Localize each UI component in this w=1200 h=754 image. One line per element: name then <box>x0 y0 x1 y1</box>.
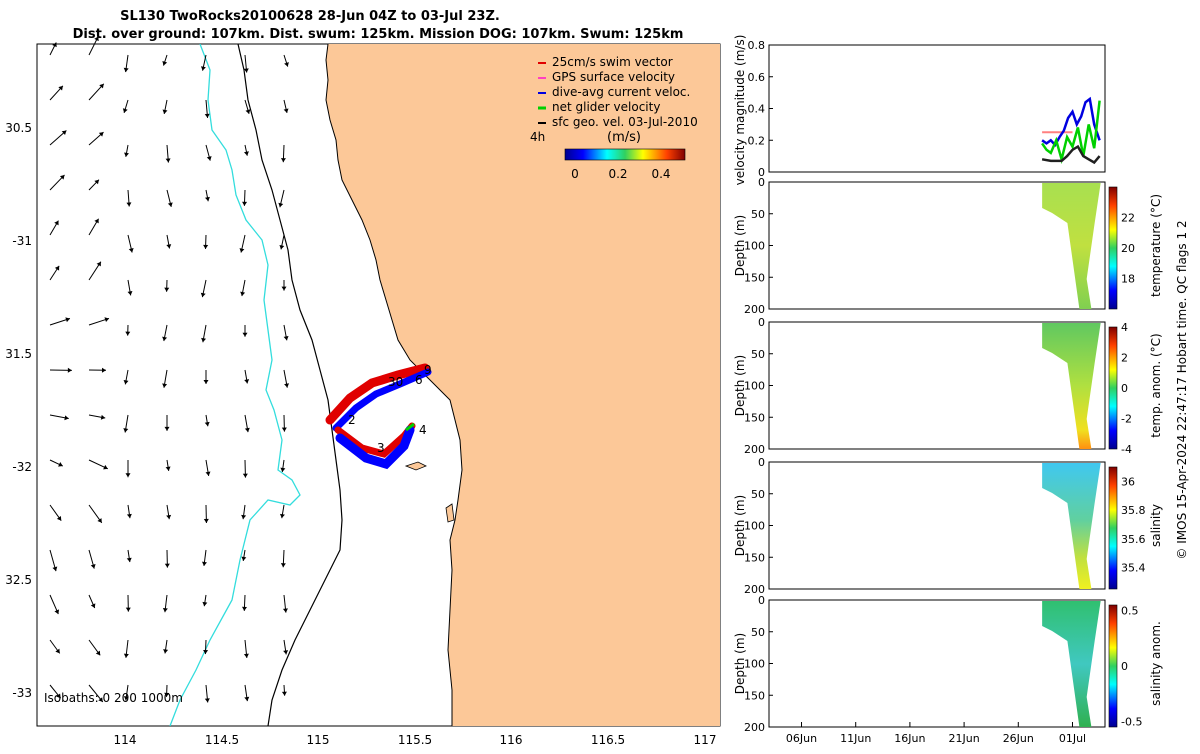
colorbar-label: salinity anom. <box>1149 621 1163 706</box>
velocity-ylabel: velocity magnitude (m/s) <box>733 35 747 186</box>
legend-label: net glider velocity <box>552 100 660 114</box>
track-label-6: 6 <box>415 373 423 387</box>
depth-tick-label: 50 <box>751 488 765 501</box>
colorbar-tick-label: 4 <box>1121 321 1128 334</box>
date-tick-label: 06Jun <box>786 732 817 745</box>
colorbar-tick-label: 35.8 <box>1121 504 1146 517</box>
track-label-9: 9 <box>424 363 432 377</box>
section-colorbar <box>1109 327 1117 449</box>
section-ylabel: Depth (m) <box>733 355 747 416</box>
velocity-ytick-label: 0.6 <box>748 71 766 84</box>
colorbar-tick-label: 36 <box>1121 475 1135 488</box>
colorbar-tick-label: 18 <box>1121 273 1135 286</box>
legend-label: 25cm/s swim vector <box>552 55 673 69</box>
depth-tick-label: 0 <box>758 176 765 189</box>
lon-tick: 114 <box>114 733 137 747</box>
colorbar-tick-label: 20 <box>1121 242 1135 255</box>
velocity-frame <box>769 45 1105 172</box>
depth-tick-label: 100 <box>744 520 765 533</box>
section-colorbar <box>1109 467 1117 589</box>
lat-tick: -33 <box>12 686 32 700</box>
legend-label: sfc geo. vel. 03-Jul-2010 <box>552 115 698 129</box>
depth-tick-label: 50 <box>751 208 765 221</box>
map-colorbar-tick: 0 <box>571 167 579 181</box>
colorbar-tick-label: 0 <box>1121 382 1128 395</box>
colorbar-tick-label: 0.5 <box>1121 605 1139 618</box>
lon-tick: 114.5 <box>205 733 239 747</box>
depth-tick-label: 0 <box>758 316 765 329</box>
velocity-ytick-label: 0.8 <box>748 39 766 52</box>
depth-tick-label: 150 <box>744 411 765 424</box>
map-colorbar <box>565 149 685 160</box>
lat-tick: 31.5 <box>5 347 32 361</box>
lon-tick: 117 <box>694 733 717 747</box>
lon-tick: 115 <box>307 733 330 747</box>
track-label-30: 30 <box>388 375 403 389</box>
colorbar-tick-label: 22 <box>1121 212 1135 225</box>
date-tick-label: 01Jul <box>1059 732 1086 745</box>
depth-tick-label: 200 <box>744 721 765 734</box>
lon-tick: 115.5 <box>398 733 432 747</box>
map-colorbar-tick: 0.4 <box>651 167 670 181</box>
legend-label: GPS surface velocity <box>552 70 675 84</box>
section-ylabel: Depth (m) <box>733 215 747 276</box>
colorbar-label: temperature (°C) <box>1149 194 1163 297</box>
section-panel: 0 50 100 150 200 Depth (m) 4 2 0 -2 -4 temp. anom. … <box>733 316 1163 456</box>
depth-tick-label: 100 <box>744 380 765 393</box>
depth-tick-label: 100 <box>744 658 765 671</box>
section-panel: 0 50 100 150 200 Depth (m) 0.5 0 -0.5 salinity an… <box>733 594 1163 734</box>
lat-tick: -31 <box>12 234 32 248</box>
depth-tick-label: 0 <box>758 456 765 469</box>
date-tick-label: 11Jun <box>840 732 871 745</box>
lon-tick: 116.5 <box>591 733 625 747</box>
colorbar-tick-label: -2 <box>1121 413 1132 426</box>
velocity-panel: 0 0.2 0.4 0.6 0.8 velocity magnitude (m/s) <box>733 35 1105 186</box>
colorbar-tick-label: 2 <box>1121 352 1128 365</box>
map-colorbar-tick: 0.2 <box>608 167 627 181</box>
depth-tick-label: 50 <box>751 348 765 361</box>
figure-title-line2: Dist. over ground: 107km. Dist. swum: 12… <box>73 27 684 42</box>
colorbar-tick-label: 0 <box>1121 660 1128 673</box>
velocity-ytick-label: 0.4 <box>748 103 766 116</box>
figure-title-line1: SL130 TwoRocks20100628 28-Jun 04Z to 03-… <box>120 9 500 24</box>
colorbar-tick-label: 35.4 <box>1121 561 1146 574</box>
velocity-ytick-label: 0.2 <box>748 134 766 147</box>
colorbar-label: temp. anom. (°C) <box>1149 333 1163 437</box>
lat-tick: 32.5 <box>5 573 32 587</box>
colorbar-tick-label: 35.6 <box>1121 533 1146 546</box>
track-label-4: 4 <box>419 423 427 437</box>
date-tick-label: 26Jun <box>1003 732 1034 745</box>
lat-tick: -32 <box>12 460 32 474</box>
colorbar-label: salinity <box>1149 504 1163 547</box>
section-colorbar <box>1109 187 1117 309</box>
time-marker: 4h <box>530 130 545 144</box>
legend-label: dive-avg current veloc. <box>552 85 690 99</box>
track-label-2: 2 <box>348 413 356 427</box>
lat-tick: 30.5 <box>5 121 32 135</box>
section-ylabel: Depth (m) <box>733 495 747 556</box>
section-panel: 0 50 100 150 200 Depth (m) 22 20 18 temperature (… <box>733 176 1163 316</box>
lon-tick: 116 <box>500 733 523 747</box>
date-tick-label: 16Jun <box>894 732 925 745</box>
depth-tick-label: 200 <box>744 443 765 456</box>
map-panel: 9 6 30 2 4 3 114 114.5 115 115.5 116 116… <box>5 36 720 747</box>
depth-tick-label: 200 <box>744 303 765 316</box>
depth-tick-label: 150 <box>744 689 765 702</box>
colorbar-tick-label: -0.5 <box>1121 715 1142 728</box>
depth-tick-label: 150 <box>744 271 765 284</box>
map-colorbar-label: (m/s) <box>607 130 641 145</box>
depth-tick-label: 0 <box>758 594 765 607</box>
colorbar-tick-label: -4 <box>1121 443 1132 456</box>
date-tick-label: 21Jun <box>949 732 980 745</box>
section-ylabel: Depth (m) <box>733 633 747 694</box>
depth-tick-label: 50 <box>751 626 765 639</box>
footer-text: © IMOS 15-Apr-2024 22:47:17 Hobart time.… <box>1175 220 1189 559</box>
isobath-label: Isobaths: 0 200 1000m <box>44 691 183 705</box>
depth-tick-label: 150 <box>744 551 765 564</box>
track-label-3: 3 <box>377 441 385 455</box>
depth-tick-label: 100 <box>744 240 765 253</box>
section-colorbar <box>1109 605 1117 727</box>
